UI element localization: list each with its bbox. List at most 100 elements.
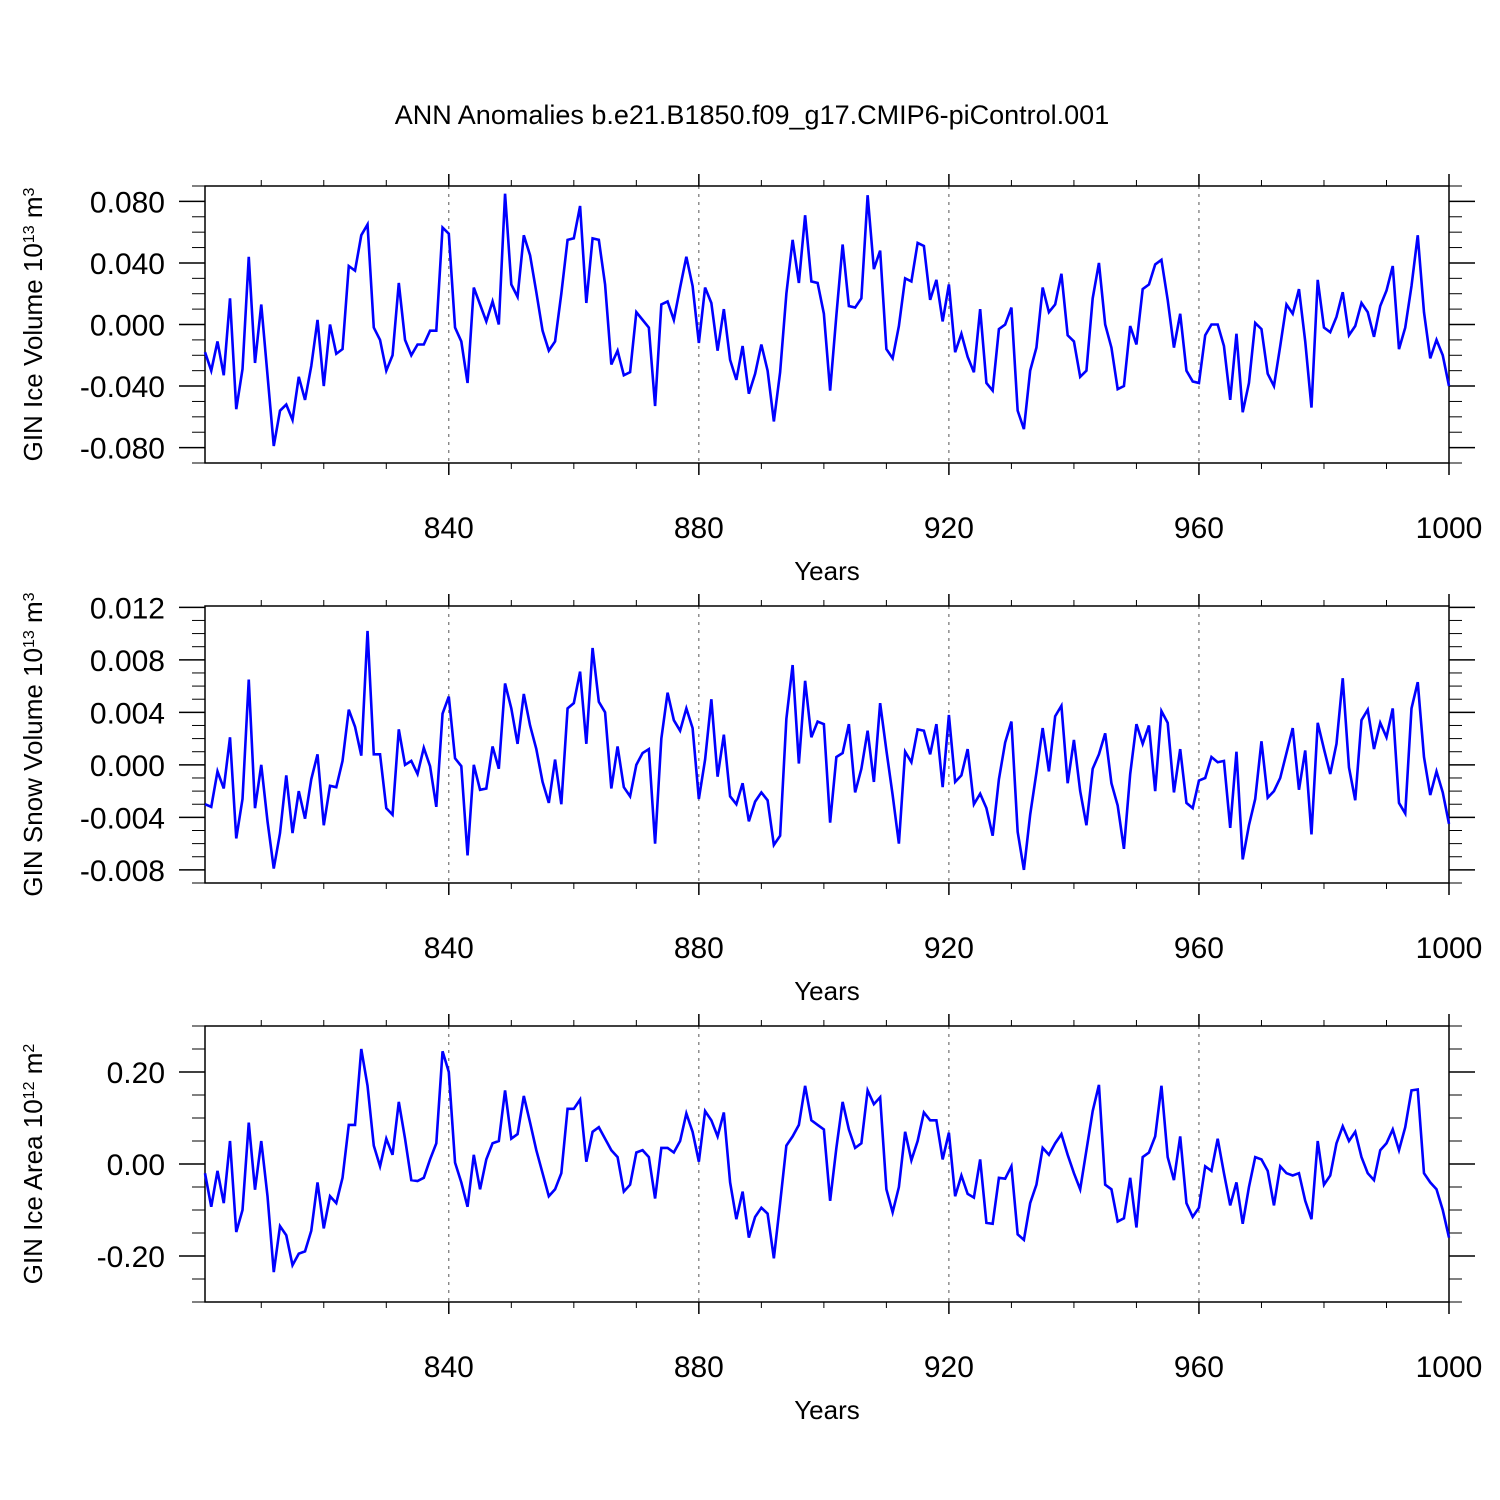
data-point xyxy=(773,1257,775,1259)
x-axis-label: Years xyxy=(794,556,860,586)
data-point xyxy=(1104,732,1106,734)
data-point xyxy=(323,385,325,387)
data-point xyxy=(898,1186,900,1188)
data-point xyxy=(860,1142,862,1144)
data-point xyxy=(1004,1178,1006,1180)
data-point xyxy=(317,753,319,755)
data-point xyxy=(1304,340,1306,342)
data-point xyxy=(292,832,294,834)
data-point xyxy=(242,798,244,800)
data-point xyxy=(1173,1179,1175,1181)
data-point xyxy=(304,818,306,820)
data-point xyxy=(723,734,725,736)
data-point xyxy=(1279,777,1281,779)
data-point xyxy=(310,778,312,780)
data-point xyxy=(235,1231,237,1233)
data-point xyxy=(917,242,919,244)
data-point xyxy=(467,854,469,856)
data-point xyxy=(754,373,756,375)
data-point xyxy=(935,723,937,725)
data-point xyxy=(367,223,369,225)
y-tick-label: 0.040 xyxy=(90,248,165,281)
data-point xyxy=(967,748,969,750)
data-point xyxy=(373,753,375,755)
data-point xyxy=(810,280,812,282)
data-point xyxy=(342,1177,344,1179)
data-point xyxy=(667,300,669,302)
data-point xyxy=(260,764,262,766)
data-point xyxy=(767,1213,769,1215)
data-point xyxy=(1342,291,1344,293)
data-point xyxy=(935,1119,937,1121)
data-point xyxy=(460,765,462,767)
data-point xyxy=(1423,311,1425,313)
data-point xyxy=(510,707,512,709)
data-point xyxy=(548,802,550,804)
data-point xyxy=(848,723,850,725)
data-point xyxy=(1135,1226,1137,1228)
data-point xyxy=(1404,1126,1406,1128)
plot-frame xyxy=(204,605,1450,884)
data-point xyxy=(579,1099,581,1101)
data-point xyxy=(217,1170,219,1172)
data-point xyxy=(567,707,569,709)
data-point xyxy=(973,1197,975,1199)
data-point xyxy=(954,1195,956,1197)
data-point xyxy=(1154,1135,1156,1137)
data-point xyxy=(685,1112,687,1114)
data-point xyxy=(904,751,906,753)
data-point xyxy=(617,1156,619,1158)
data-point xyxy=(979,308,981,310)
data-point xyxy=(510,1138,512,1140)
data-point xyxy=(860,768,862,770)
data-point xyxy=(1398,348,1400,350)
data-point xyxy=(492,745,494,747)
data-point xyxy=(335,353,337,355)
data-point xyxy=(617,745,619,747)
data-point xyxy=(504,1089,506,1091)
data-point xyxy=(1404,812,1406,814)
data-point xyxy=(1242,411,1244,413)
data-point xyxy=(898,843,900,845)
data-point xyxy=(548,350,550,352)
data-point xyxy=(404,1138,406,1140)
data-point xyxy=(398,1101,400,1103)
data-point xyxy=(623,786,625,788)
data-point xyxy=(1048,770,1050,772)
data-point xyxy=(417,1180,419,1182)
data-point xyxy=(542,330,544,332)
data-point xyxy=(267,1195,269,1197)
data-point xyxy=(1054,715,1056,717)
data-point xyxy=(692,285,694,287)
data-point xyxy=(704,1110,706,1112)
data-point xyxy=(517,1133,519,1135)
x-tick-label: 920 xyxy=(924,512,974,545)
data-point xyxy=(979,1158,981,1160)
data-point xyxy=(598,1126,600,1128)
data-point xyxy=(292,419,294,421)
data-point xyxy=(1360,1156,1362,1158)
data-point xyxy=(1392,707,1394,709)
data-point xyxy=(479,789,481,791)
data-point xyxy=(360,234,362,236)
data-point xyxy=(892,357,894,359)
data-point xyxy=(435,806,437,808)
data-point xyxy=(1323,327,1325,329)
x-axis: 840 880 920 960 1000 Years xyxy=(260,174,1482,586)
data-point xyxy=(923,1111,925,1113)
data-point xyxy=(1210,324,1212,326)
data-point xyxy=(1023,428,1025,430)
data-point xyxy=(242,368,244,370)
data-point xyxy=(479,1188,481,1190)
data-point xyxy=(379,339,381,341)
data-point xyxy=(1173,791,1175,793)
data-point xyxy=(692,727,694,729)
data-point xyxy=(723,1111,725,1113)
data-point xyxy=(1079,376,1081,378)
data-point xyxy=(298,790,300,792)
data-point xyxy=(573,237,575,239)
data-point xyxy=(623,1191,625,1193)
data-point xyxy=(1098,262,1100,264)
data-point xyxy=(460,1181,462,1183)
y-axis-label-part: GIN Snow Volume 10 xyxy=(18,648,48,897)
